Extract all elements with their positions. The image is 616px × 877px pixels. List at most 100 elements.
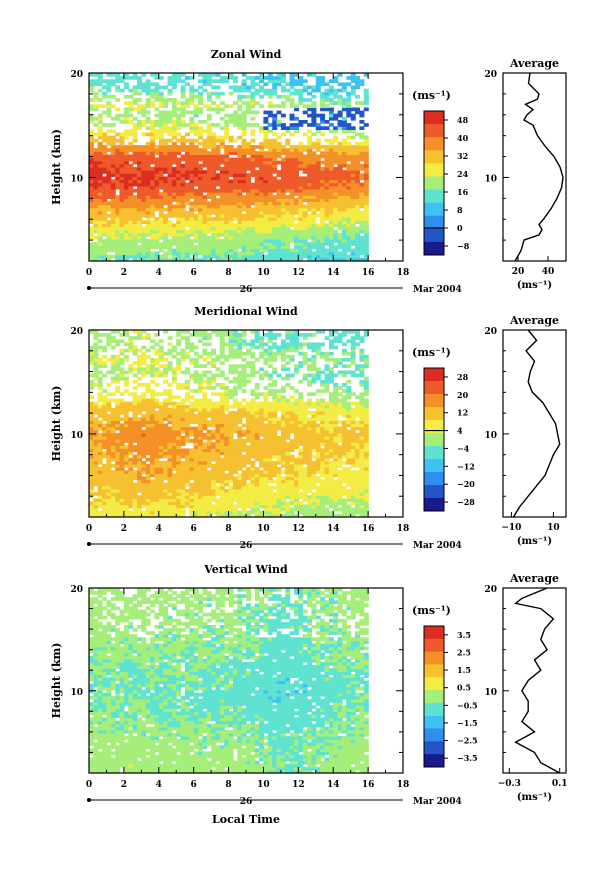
heatmap-cell <box>290 92 295 96</box>
heatmap-cell <box>303 183 308 187</box>
heatmap-cell <box>294 202 299 206</box>
heatmap-cell <box>163 470 168 474</box>
heatmap-cell <box>263 117 268 121</box>
colorbar-tick-label: 40 <box>457 133 469 143</box>
heatmap-cell <box>255 145 260 149</box>
heatmap-cell <box>163 220 168 224</box>
heatmap-cell <box>181 183 186 187</box>
heatmap-cell <box>281 133 286 137</box>
heatmap-cell <box>281 123 286 127</box>
heatmap-cell <box>168 511 173 515</box>
heatmap-cell <box>202 511 207 515</box>
heatmap-cell <box>198 142 203 146</box>
heatmap-cell <box>311 183 316 187</box>
heatmap-cell <box>342 89 347 93</box>
heatmap-cell <box>106 239 111 243</box>
heatmap-cell <box>272 104 277 108</box>
heatmap-cell <box>333 117 338 121</box>
heatmap-cell <box>216 239 221 243</box>
heatmap-cell <box>224 249 229 253</box>
heatmap-cell <box>333 89 338 93</box>
heatmap-cell <box>307 495 312 499</box>
heatmap-cell <box>185 123 190 127</box>
heatmap-cell <box>189 470 194 474</box>
heatmap-cell <box>106 433 111 437</box>
heatmap-cell <box>93 117 98 121</box>
heatmap-cell <box>259 155 264 159</box>
heatmap-cell <box>272 511 277 515</box>
heatmap-cell <box>137 98 142 102</box>
heatmap-cell <box>307 249 312 253</box>
heatmap-cell <box>163 214 168 218</box>
heatmap-cell <box>128 192 133 196</box>
heatmap-cell <box>320 145 325 149</box>
heatmap-cell <box>325 173 330 177</box>
heatmap-cell <box>124 192 129 196</box>
heatmap-cell <box>93 173 98 177</box>
heatmap-cell <box>272 155 277 159</box>
heatmap-cell <box>168 126 173 130</box>
heatmap-cell <box>102 470 107 474</box>
heatmap-cell <box>281 145 286 149</box>
heatmap-cell <box>207 164 212 168</box>
heatmap-cell <box>233 183 238 187</box>
heatmap-cell <box>294 126 299 130</box>
heatmap-cell <box>250 123 255 127</box>
heatmap-cell <box>351 230 356 234</box>
heatmap-cell <box>98 104 103 108</box>
heatmap-cell <box>277 436 282 440</box>
heatmap-cell <box>338 142 343 146</box>
heatmap-cell <box>303 192 308 196</box>
heatmap-cell <box>294 230 299 234</box>
heatmap-cell <box>333 76 338 80</box>
heatmap-cell <box>168 427 173 431</box>
heatmap-cell <box>194 489 199 493</box>
heatmap-cell <box>137 220 142 224</box>
heatmap-cell <box>364 220 369 224</box>
heatmap-cell <box>272 202 277 206</box>
heatmap-cell <box>237 95 242 99</box>
heatmap-cell <box>263 155 268 159</box>
heatmap-cell <box>220 92 225 96</box>
heatmap-cell <box>346 202 351 206</box>
heatmap-cell <box>320 433 325 437</box>
heatmap-cell <box>229 114 234 118</box>
colorbar-units: (ms⁻¹) <box>412 89 451 102</box>
heatmap-cell <box>242 183 247 187</box>
heatmap-cell <box>329 79 334 83</box>
heatmap-cell <box>137 104 142 108</box>
heatmap-cell <box>172 126 177 130</box>
heatmap-cell <box>102 86 107 90</box>
heatmap-cell <box>277 104 282 108</box>
heatmap-cell <box>277 220 282 224</box>
heatmap-cell <box>320 511 325 515</box>
heatmap-cell <box>168 98 173 102</box>
heatmap-cell <box>303 86 308 90</box>
heatmap-cell <box>216 202 221 206</box>
heatmap-cell <box>290 114 295 118</box>
heatmap-cell <box>216 86 221 90</box>
heatmap-cell <box>325 98 330 102</box>
heatmap-cell <box>133 211 138 215</box>
heatmap-cell <box>133 433 138 437</box>
heatmap-cell <box>277 142 282 146</box>
heatmap-cell <box>211 249 216 253</box>
heatmap-cell <box>277 170 282 174</box>
heatmap-cell <box>294 223 299 227</box>
heatmap-cell <box>220 136 225 140</box>
heatmap-cell <box>298 89 303 93</box>
heatmap-cell <box>233 477 238 481</box>
heatmap-cell <box>237 230 242 234</box>
heatmap-cell <box>207 452 212 456</box>
heatmap-cell <box>154 129 159 133</box>
heatmap-cell <box>281 89 286 93</box>
heatmap-cell <box>268 139 273 143</box>
heatmap-cell <box>181 86 186 90</box>
heatmap-cell <box>294 211 299 215</box>
heatmap-cell <box>233 86 238 90</box>
heatmap-cell <box>93 133 98 137</box>
heatmap-cell <box>355 95 360 99</box>
heatmap-cell <box>146 164 151 168</box>
heatmap-cell <box>281 220 286 224</box>
heatmap-cell <box>93 164 98 168</box>
